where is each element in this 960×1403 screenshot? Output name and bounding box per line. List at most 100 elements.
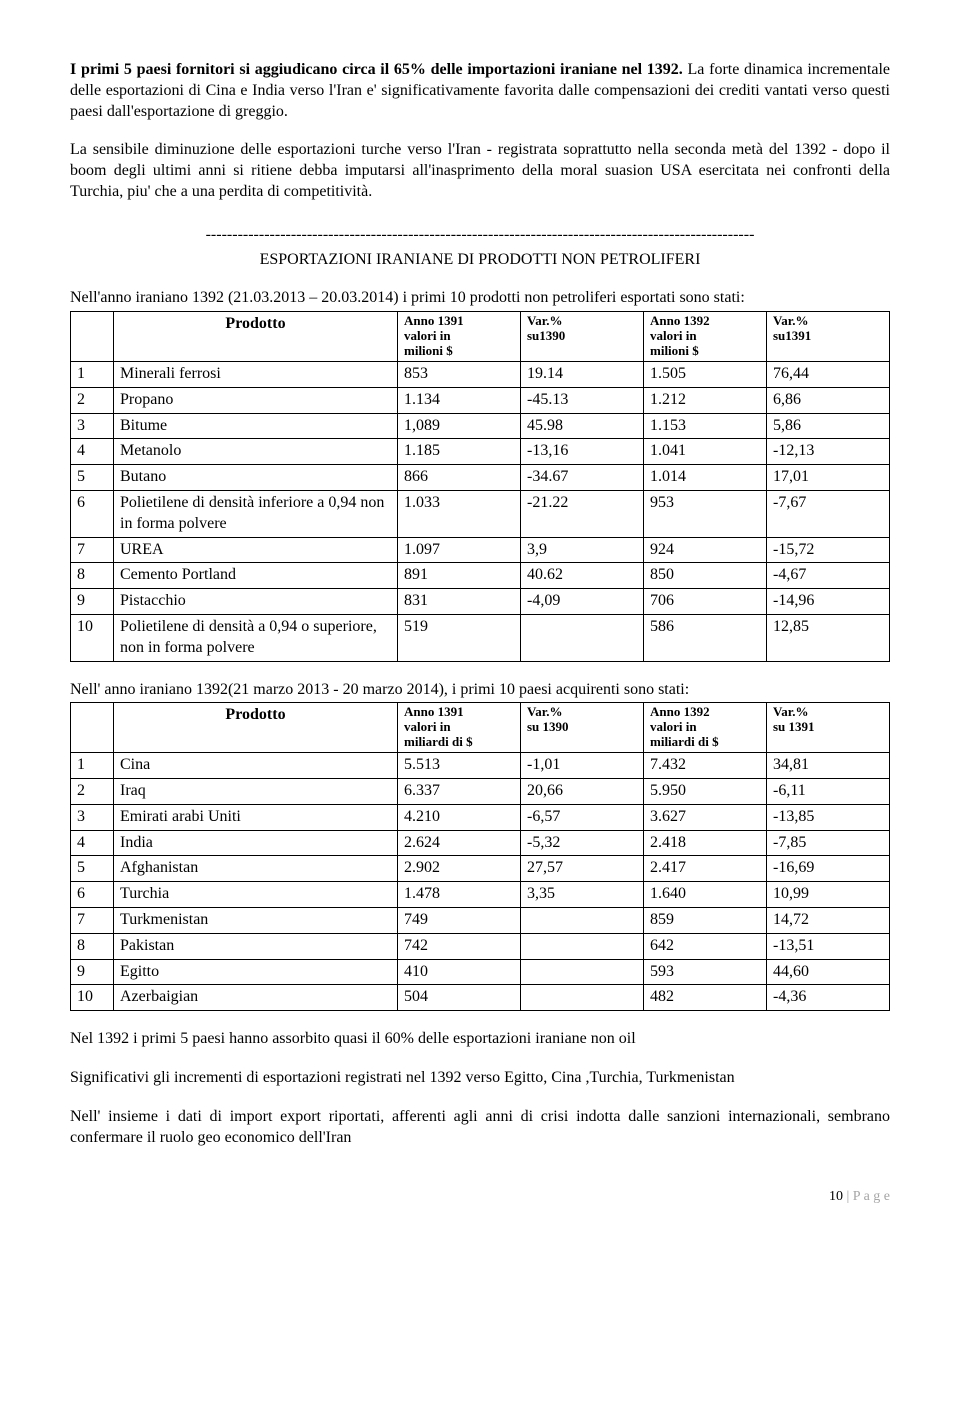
table-cell: 7 bbox=[71, 537, 114, 563]
col-var1390: Var.% su1390 bbox=[521, 312, 644, 362]
table-cell: -6,57 bbox=[521, 804, 644, 830]
table-cell: 7 bbox=[71, 907, 114, 933]
table-cell: 3,9 bbox=[521, 537, 644, 563]
table-cell: 10 bbox=[71, 985, 114, 1011]
table-row: 7Turkmenistan74985914,72 bbox=[71, 907, 890, 933]
table-cell: 2.417 bbox=[644, 856, 767, 882]
table-cell: Polietilene di densità a 0,94 o superior… bbox=[114, 614, 398, 661]
table-row: 10Polietilene di densità a 0,94 o superi… bbox=[71, 614, 890, 661]
table-row: 3Emirati arabi Uniti4.210-6,573.627-13,8… bbox=[71, 804, 890, 830]
col-anno1391: Anno 1391 valori in milioni $ bbox=[398, 312, 521, 362]
table-cell: 1.041 bbox=[644, 439, 767, 465]
table-cell: 2.624 bbox=[398, 830, 521, 856]
table-cell: 1.640 bbox=[644, 882, 767, 908]
col-anno1391: Anno 1391 valori in miliardi di $ bbox=[398, 703, 521, 753]
table-cell: 5,86 bbox=[767, 413, 890, 439]
divider-line: ----------------------------------------… bbox=[70, 225, 890, 246]
table-cell: 749 bbox=[398, 907, 521, 933]
table-cell: 586 bbox=[644, 614, 767, 661]
table-cell: 1.014 bbox=[644, 465, 767, 491]
table-cell: -7,85 bbox=[767, 830, 890, 856]
table-row: 1Cina5.513-1,017.43234,81 bbox=[71, 753, 890, 779]
table-countries: Prodotto Anno 1391 valori in miliardi di… bbox=[70, 702, 890, 1011]
table-products: Prodotto Anno 1391 valori in milioni $ V… bbox=[70, 311, 890, 661]
page-footer: 10 | P a g e bbox=[70, 1188, 890, 1206]
table-cell: Propano bbox=[114, 387, 398, 413]
table-cell: -13,85 bbox=[767, 804, 890, 830]
col-anno1392: Anno 1392 valori in milioni $ bbox=[644, 312, 767, 362]
table-cell: 866 bbox=[398, 465, 521, 491]
table-cell: 2.418 bbox=[644, 830, 767, 856]
table-cell: 6.337 bbox=[398, 778, 521, 804]
table-cell: 10 bbox=[71, 614, 114, 661]
table-cell: 642 bbox=[644, 933, 767, 959]
table-cell: 2 bbox=[71, 387, 114, 413]
table-row: 5Afghanistan2.90227,572.417-16,69 bbox=[71, 856, 890, 882]
table-cell: 859 bbox=[644, 907, 767, 933]
table-cell: 6 bbox=[71, 490, 114, 537]
table-cell: -45.13 bbox=[521, 387, 644, 413]
table-cell: Butano bbox=[114, 465, 398, 491]
table-cell: Cemento Portland bbox=[114, 563, 398, 589]
table-cell bbox=[521, 959, 644, 985]
col-prodotto: Prodotto bbox=[114, 312, 398, 362]
col-blank bbox=[71, 703, 114, 753]
table-cell: 44,60 bbox=[767, 959, 890, 985]
table-cell: 410 bbox=[398, 959, 521, 985]
table-cell: 4 bbox=[71, 830, 114, 856]
table-cell: 1.097 bbox=[398, 537, 521, 563]
table-cell: 924 bbox=[644, 537, 767, 563]
table-cell: 482 bbox=[644, 985, 767, 1011]
table-cell: 850 bbox=[644, 563, 767, 589]
table-cell: -14,96 bbox=[767, 589, 890, 615]
table-cell: 953 bbox=[644, 490, 767, 537]
col-var1390: Var.% su 1390 bbox=[521, 703, 644, 753]
table-cell: 831 bbox=[398, 589, 521, 615]
table-cell: -34.67 bbox=[521, 465, 644, 491]
table-row: 3Bitume1,08945.981.1535,86 bbox=[71, 413, 890, 439]
table-cell: Iraq bbox=[114, 778, 398, 804]
table-cell: 1.212 bbox=[644, 387, 767, 413]
table-cell: 3.627 bbox=[644, 804, 767, 830]
table-cell: 1.153 bbox=[644, 413, 767, 439]
table-cell bbox=[521, 907, 644, 933]
paragraph-5: Nell' insieme i dati di import export ri… bbox=[70, 1107, 890, 1149]
table-cell: Egitto bbox=[114, 959, 398, 985]
table-cell: 19.14 bbox=[521, 361, 644, 387]
col-prodotto: Prodotto bbox=[114, 703, 398, 753]
col-var1391: Var.% su 1391 bbox=[767, 703, 890, 753]
table-cell: 1.478 bbox=[398, 882, 521, 908]
table-row: 10Azerbaigian504482-4,36 bbox=[71, 985, 890, 1011]
table-cell: 34,81 bbox=[767, 753, 890, 779]
paragraph-2: La sensibile diminuzione delle esportazi… bbox=[70, 140, 890, 202]
table-cell: 8 bbox=[71, 933, 114, 959]
table-cell: 1 bbox=[71, 361, 114, 387]
table-cell: 2.902 bbox=[398, 856, 521, 882]
table-cell: 45.98 bbox=[521, 413, 644, 439]
table-row: 8Pakistan742642-13,51 bbox=[71, 933, 890, 959]
table-cell: Afghanistan bbox=[114, 856, 398, 882]
table-cell: 3 bbox=[71, 804, 114, 830]
table-cell: -6,11 bbox=[767, 778, 890, 804]
table-cell: 742 bbox=[398, 933, 521, 959]
table-cell: 9 bbox=[71, 589, 114, 615]
table-row: 2Propano1.134-45.131.2126,86 bbox=[71, 387, 890, 413]
table-cell: 1.033 bbox=[398, 490, 521, 537]
section-title: ESPORTAZIONI IRANIANE DI PRODOTTI NON PE… bbox=[70, 250, 890, 271]
table-cell: 1.505 bbox=[644, 361, 767, 387]
table-cell: 7.432 bbox=[644, 753, 767, 779]
table-cell: 2 bbox=[71, 778, 114, 804]
table-cell: 853 bbox=[398, 361, 521, 387]
table-cell: 27,57 bbox=[521, 856, 644, 882]
table-cell: 40.62 bbox=[521, 563, 644, 589]
table-cell: 6 bbox=[71, 882, 114, 908]
table-cell: Metanolo bbox=[114, 439, 398, 465]
table-cell: Pistacchio bbox=[114, 589, 398, 615]
table-cell: 9 bbox=[71, 959, 114, 985]
paragraph-3: Nel 1392 i primi 5 paesi hanno assorbito… bbox=[70, 1029, 890, 1050]
table-cell: 4.210 bbox=[398, 804, 521, 830]
page-label: | P a g e bbox=[843, 1189, 890, 1204]
table-cell: 5 bbox=[71, 465, 114, 491]
table-cell: -13,16 bbox=[521, 439, 644, 465]
table-cell: -4,09 bbox=[521, 589, 644, 615]
